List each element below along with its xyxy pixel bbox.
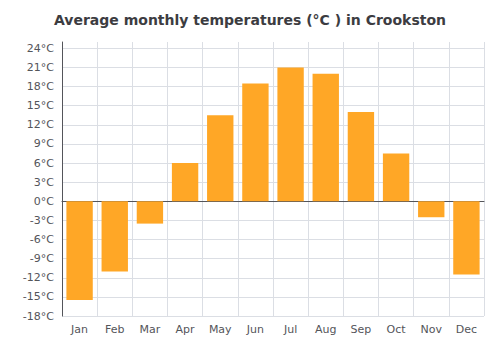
svg-text:Apr: Apr bbox=[176, 323, 196, 336]
svg-text:-18°C: -18°C bbox=[23, 310, 54, 323]
svg-text:Jun: Jun bbox=[246, 323, 264, 336]
svg-text:Average monthly temperatures (: Average monthly temperatures (°C ) in Cr… bbox=[54, 12, 446, 28]
svg-text:May: May bbox=[209, 323, 232, 336]
svg-text:0°C: 0°C bbox=[34, 195, 54, 208]
svg-text:-9°C: -9°C bbox=[30, 252, 54, 265]
svg-text:3°C: 3°C bbox=[34, 176, 54, 189]
svg-text:Mar: Mar bbox=[140, 323, 161, 336]
svg-text:9°C: 9°C bbox=[34, 137, 54, 150]
svg-text:-15°C: -15°C bbox=[23, 290, 54, 303]
svg-text:21°C: 21°C bbox=[27, 61, 54, 74]
svg-text:Oct: Oct bbox=[387, 323, 407, 336]
svg-text:Jul: Jul bbox=[283, 323, 297, 336]
svg-text:Sep: Sep bbox=[351, 323, 372, 336]
svg-text:18°C: 18°C bbox=[27, 80, 54, 93]
svg-text:Feb: Feb bbox=[105, 323, 124, 336]
svg-text:24°C: 24°C bbox=[27, 42, 54, 55]
svg-text:-6°C: -6°C bbox=[30, 233, 54, 246]
svg-text:-3°C: -3°C bbox=[30, 214, 54, 227]
svg-text:15°C: 15°C bbox=[27, 99, 54, 112]
svg-text:6°C: 6°C bbox=[34, 157, 54, 170]
svg-text:Nov: Nov bbox=[421, 323, 443, 336]
svg-text:Jan: Jan bbox=[70, 323, 88, 336]
svg-text:Dec: Dec bbox=[456, 323, 477, 336]
svg-text:Aug: Aug bbox=[315, 323, 336, 336]
svg-text:12°C: 12°C bbox=[27, 118, 54, 131]
svg-text:-12°C: -12°C bbox=[23, 271, 54, 284]
